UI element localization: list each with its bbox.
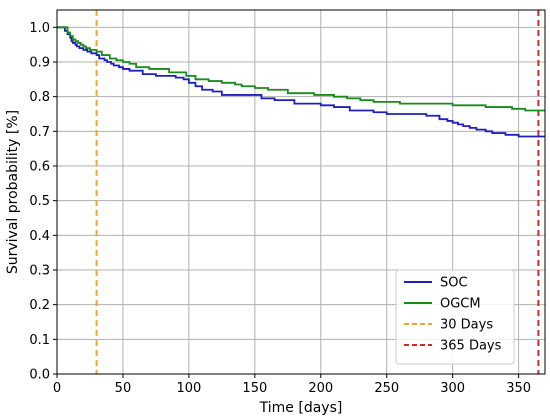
y-tick-label-1: 0.1 [29,333,50,348]
y-tick-label-6: 0.6 [29,160,50,175]
series-line-0 [57,26,545,138]
legend-label-0: SOC [440,276,468,291]
x-tick-label-3: 150 [242,381,267,396]
legend-box [395,269,515,365]
x-tick-label-6: 300 [440,381,465,396]
reference-lines [95,10,540,374]
legend-label-1: OGCM [440,297,481,312]
series-line-1 [57,26,545,112]
x-axis-ticks: 0 50 100 150 200 250 300 350 [53,374,531,396]
x-tick-label-5: 250 [374,381,399,396]
y-tick-label-4: 0.4 [29,229,50,244]
x-tick-label-7: 350 [506,381,531,396]
y-axis-ticks: 0.0 0.1 0.2 0.3 0.4 0.5 0.6 0.7 0.8 0.9 1.0 [29,21,57,383]
legend-label-2: 30 Days [440,318,493,333]
y-tick-label-0: 0.0 [29,368,50,383]
x-tick-label-2: 100 [176,381,201,396]
series-lines [57,26,545,138]
x-tick-label-1: 50 [115,381,132,396]
y-tick-label-9: 0.9 [29,56,50,71]
x-tick-label-4: 200 [308,381,333,396]
y-axis-label: Survival probability [%] [5,110,21,274]
y-tick-label-2: 0.2 [29,298,50,313]
grid-lines [56,10,545,375]
plot-frame [56,9,546,375]
x-tick-label-0: 0 [53,381,61,396]
legend-label-3: 365 Days [440,339,502,354]
x-axis-label: Time [days] [259,400,343,416]
y-tick-label-8: 0.8 [29,90,50,105]
y-tick-label-7: 0.7 [29,125,50,140]
y-tick-label-10: 1.0 [29,21,50,36]
y-tick-label-3: 0.3 [29,264,50,279]
y-tick-label-5: 0.5 [29,194,50,209]
legend: SOC OGCM 30 Days 365 Days [395,269,515,365]
